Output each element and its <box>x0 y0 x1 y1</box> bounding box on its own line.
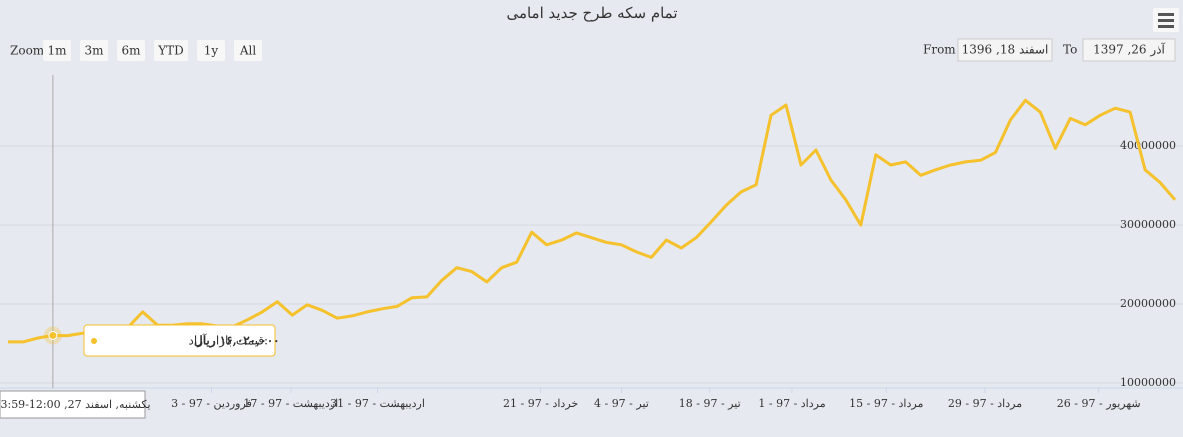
series-line <box>8 98 1177 344</box>
zoom-button[interactable] <box>234 40 262 61</box>
zoom-button-label: 6m <box>121 44 141 58</box>
zoom-button[interactable] <box>197 40 225 61</box>
zoom-button-label: 3m <box>84 44 104 58</box>
chart-title: تمام سکه طرح جدید امامی <box>506 4 677 22</box>
x-tick-label: مرداد - 97 - 29 <box>948 397 1022 410</box>
zoom-button-label: YTD <box>157 44 184 58</box>
x-tick-label: خرداد - 97 - 21 <box>503 397 578 410</box>
zoom-button-label: All <box>239 44 257 58</box>
from-label: From <box>923 43 956 57</box>
date-tooltip-box <box>0 390 146 419</box>
from-value: اسفند 18, 1396 <box>962 43 1049 57</box>
zoom-button[interactable] <box>117 40 145 61</box>
menu-bar <box>1158 25 1174 28</box>
x-tick-label: تیر - 97 - 18 <box>679 397 741 410</box>
from-input[interactable] <box>957 38 1053 62</box>
menu-bar <box>1158 19 1174 22</box>
zoom-button[interactable] <box>80 40 108 61</box>
y-tick-label: 10000000 <box>1120 376 1176 389</box>
zoom-button-label: 1m <box>47 44 67 58</box>
to-label: To <box>1063 43 1077 57</box>
x-tick-label: تیر - 97 - 4 <box>594 397 649 410</box>
x-tick-label: شهریور - 97 - 26 <box>1057 397 1141 410</box>
menu-button[interactable] <box>1153 8 1179 32</box>
y-tick-label: 20000000 <box>1120 297 1176 310</box>
zoom-label: Zoom <box>10 44 45 58</box>
y-tick-label: 30000000 <box>1120 218 1176 231</box>
tooltip-dot <box>91 338 97 344</box>
menu-bar <box>1158 13 1174 16</box>
to-input[interactable] <box>1082 38 1176 62</box>
x-tick-label: اردیبهشت - 97 - 17 <box>243 397 338 410</box>
zoom-button[interactable] <box>154 40 188 61</box>
x-tick-label: مرداد - 97 - 15 <box>849 397 923 410</box>
tooltip-label: قیمت بازار آزاد: <box>189 333 268 348</box>
zoom-button-label: 1y <box>204 44 219 58</box>
x-tick-label: مرداد - 97 - 1 <box>758 397 825 410</box>
hover-point <box>48 330 58 340</box>
zoom-button[interactable] <box>43 40 71 61</box>
tooltip-box <box>83 324 276 357</box>
date-tooltip: یکشنبه, اسفند 27, 12:00-13:59 <box>0 398 151 411</box>
y-tick-label: 40000000 <box>1120 139 1176 152</box>
tooltip-value: ۱۶,۰۲۰,۰۰۰ ریال <box>194 334 280 349</box>
x-tick-label: اردیبهشت - 97 - 31 <box>330 397 425 410</box>
to-value: آذر 26, 1397 <box>1093 42 1165 57</box>
x-tick-label: فروردین - 97 - 3 <box>171 397 252 410</box>
